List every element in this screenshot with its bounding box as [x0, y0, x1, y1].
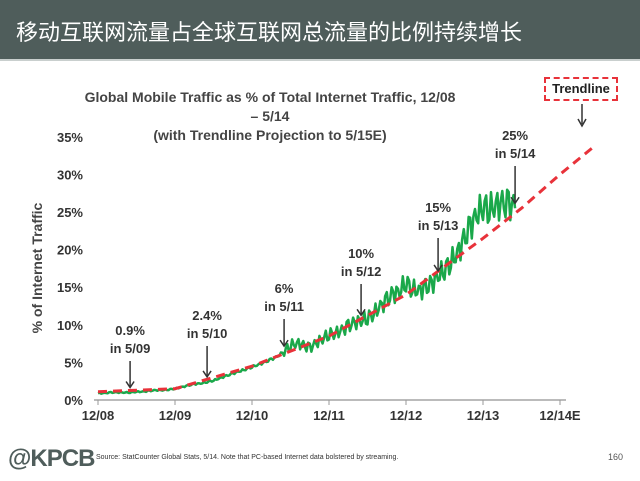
annotation-date: in 5/12: [341, 264, 381, 279]
x-tick-label: 12/11: [313, 408, 345, 423]
annotation-value: 15%: [425, 200, 451, 215]
x-tick-label: 12/09: [159, 408, 192, 423]
y-tick-label: 25%: [57, 205, 83, 220]
legend-arrow-head: [577, 118, 587, 128]
y-tick-label: 30%: [57, 167, 83, 182]
page-number: 160: [608, 452, 624, 462]
y-tick-label: 5%: [64, 355, 83, 370]
annotation-arrow-head: [433, 264, 443, 273]
chart-title: Global Mobile Traffic as % of Total Inte…: [80, 88, 460, 145]
x-tick-label: 12/13: [467, 408, 500, 423]
y-tick-label: 10%: [57, 318, 83, 333]
annotation-value: 2.4%: [192, 308, 222, 323]
annotation-arrow-head: [356, 308, 366, 317]
annotation-value: 0.9%: [115, 323, 145, 338]
annotation-arrow-head: [202, 370, 212, 379]
y-tick-label: 15%: [57, 280, 83, 295]
annotation-value: 6%: [275, 281, 294, 296]
annotation-arrow-head: [279, 339, 289, 348]
annotation-date: in 5/14: [495, 146, 536, 161]
annotation-arrow-head: [125, 381, 135, 389]
annotation-value: 25%: [502, 128, 528, 143]
annotation-date: in 5/11: [264, 299, 304, 314]
y-tick-label: 35%: [57, 130, 83, 145]
x-tick-label: 12/14E: [539, 408, 581, 423]
chart-title-main: Global Mobile Traffic as % of Total Inte…: [84, 89, 456, 124]
x-tick-label: 12/10: [236, 408, 269, 423]
chart-subtitle: (with Trendline Projection to 5/15E): [153, 127, 387, 143]
trendline-legend: Trendline: [544, 77, 618, 101]
slide-title: 移动互联网流量占全球互联网总流量的比例持续增长: [16, 21, 523, 46]
kpcb-logo: @KPCB: [8, 445, 95, 472]
x-tick-label: 12/08: [82, 408, 115, 423]
source-note: Source: StatCounter Global Stats, 5/14. …: [96, 454, 399, 461]
annotation-arrow-head: [510, 196, 520, 205]
x-tick-label: 12/12: [390, 408, 423, 423]
y-tick-label: 0%: [64, 393, 83, 408]
annotation-date: in 5/13: [418, 218, 458, 233]
slide-header: 移动互联网流量占全球互联网总流量的比例持续增长: [0, 0, 640, 61]
annotation-date: in 5/09: [110, 341, 150, 356]
y-tick-label: 20%: [57, 243, 83, 258]
annotation-value: 10%: [348, 246, 374, 261]
annotation-date: in 5/10: [187, 326, 227, 341]
y-axis-label: % of Internet Traffic: [29, 202, 45, 333]
